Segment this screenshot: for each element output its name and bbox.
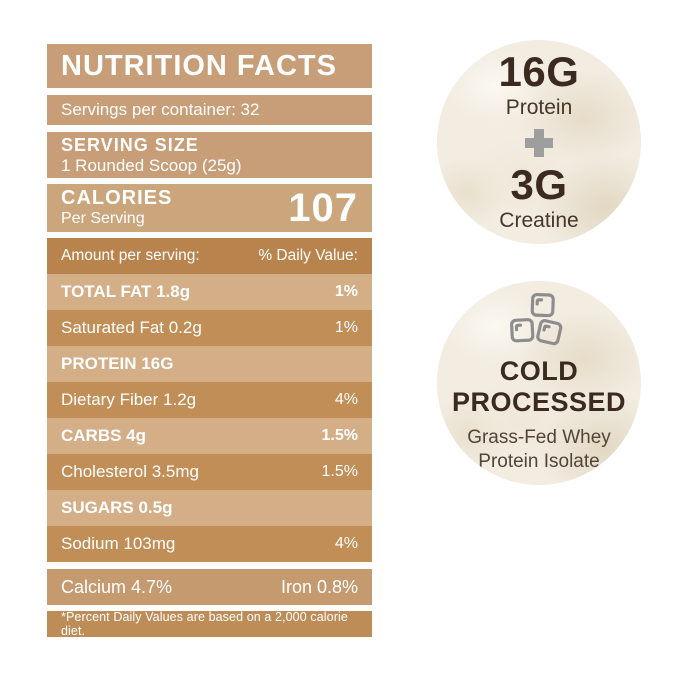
allergens-label: Allergens:	[403, 634, 472, 651]
protein-label: Protein	[505, 95, 573, 119]
table-row: Dietary Fiber 1.2g 4%	[47, 382, 372, 418]
calcium-value: Calcium 4.7%	[61, 576, 173, 597]
minerals-row: Calcium 4.7% Iron 0.8%	[47, 569, 372, 605]
nutrient-value: 4%	[334, 535, 358, 552]
panel-title: NUTRITION FACTS	[47, 44, 372, 88]
creatine-amount: 3G	[510, 161, 568, 208]
nutrient-name: Cholesterol 3.5mg	[61, 462, 199, 481]
serving-size-section: SERVING SIZE 1 Rounded Scoop (25g)	[47, 132, 372, 178]
daily-value-footnote: *Percent Daily Values are based on a 2,0…	[47, 610, 372, 638]
nutrient-value: 1%	[334, 319, 358, 336]
nutrient-name: TOTAL FAT 1.8g	[61, 282, 191, 301]
nutrient-name: SUGARS 0.5g	[61, 498, 173, 517]
cold-processed-badge-content: COLD PROCESSED Grass-Fed Whey Protein Is…	[437, 281, 641, 485]
protein-amount: 16G	[498, 47, 580, 95]
ingredients-paragraph: INGREDIENTS: Grass-Fed Whey Protein Isol…	[403, 514, 676, 620]
cold-subtitle-line2: Protein Isolate	[478, 450, 600, 472]
allergens-text: Milk, Peanuts, Whey, Dairy	[471, 634, 643, 651]
protein-creatine-badge-content: 16G Protein 3G Creatine	[437, 40, 641, 244]
calories-value: 107	[288, 185, 358, 230]
cold-title-line1: COLD	[499, 356, 579, 387]
servings-per-container: Servings per container: 32	[47, 95, 372, 125]
iron-value: Iron 0.8%	[280, 576, 358, 597]
nutrient-value: 1%	[334, 283, 358, 300]
daily-value-header: % Daily Value:	[258, 247, 358, 264]
calories-section: CALORIES Per Serving 107	[47, 184, 372, 232]
allergens-line: Allergens: Milk, Peanuts, Whey, Dairy	[403, 633, 676, 651]
nutrient-name: CARBS 4g	[61, 426, 147, 445]
ingredients-label: INGREDIENTS:	[403, 516, 515, 533]
nutrient-value: 4%	[334, 391, 358, 408]
creatine-label: Creatine	[499, 209, 579, 232]
cold-title-line2: PROCESSED	[451, 386, 627, 417]
table-row: CARBS 4g 1.5%	[47, 418, 372, 454]
column-header-row: Amount per serving: % Daily Value:	[47, 238, 372, 274]
ice-cubes-icon	[505, 292, 573, 348]
cold-processed-badge: COLD PROCESSED Grass-Fed Whey Protein Is…	[428, 272, 650, 494]
table-row: Cholesterol 3.5mg 1.5%	[47, 454, 372, 490]
table-row: TOTAL FAT 1.8g 1%	[47, 274, 372, 310]
calories-labels: CALORIES Per Serving	[61, 187, 172, 228]
table-row: PROTEIN 16G	[47, 346, 372, 382]
calories-sublabel: Per Serving	[61, 210, 145, 228]
serving-size-label: SERVING SIZE	[61, 134, 199, 155]
nutrient-name: Sodium 103mg	[61, 534, 176, 553]
amount-per-serving-header: Amount per serving:	[61, 247, 200, 264]
ingredients-text: Grass-Fed Whey Protein Isolate, 100% Cre…	[403, 516, 675, 618]
nutrition-facts-panel: NUTRITION FACTS Servings per container: …	[38, 35, 381, 647]
table-row: Sodium 103mg 4%	[47, 526, 372, 562]
nutrient-name: Dietary Fiber 1.2g	[61, 390, 197, 409]
nutrient-name: PROTEIN 16G	[61, 354, 174, 373]
table-row: Saturated Fat 0.2g 1%	[47, 310, 372, 346]
calories-label: CALORIES	[61, 187, 173, 210]
table-row: SUGARS 0.5g	[47, 490, 372, 526]
serving-size-value: 1 Rounded Scoop (25g)	[61, 155, 242, 175]
cold-subtitle-line1: Grass-Fed Whey	[467, 426, 611, 448]
protein-creatine-badge: 16G Protein 3G Creatine	[428, 31, 650, 253]
ingredients-block: INGREDIENTS: Grass-Fed Whey Protein Isol…	[403, 514, 676, 651]
nutrient-name: Saturated Fat 0.2g	[61, 318, 202, 337]
nutrient-value: 1.5%	[321, 463, 358, 480]
cold-subtitle: Grass-Fed Whey Protein Isolate	[467, 426, 611, 474]
plus-icon	[523, 127, 555, 159]
nutrient-value: 1.5%	[321, 427, 358, 444]
